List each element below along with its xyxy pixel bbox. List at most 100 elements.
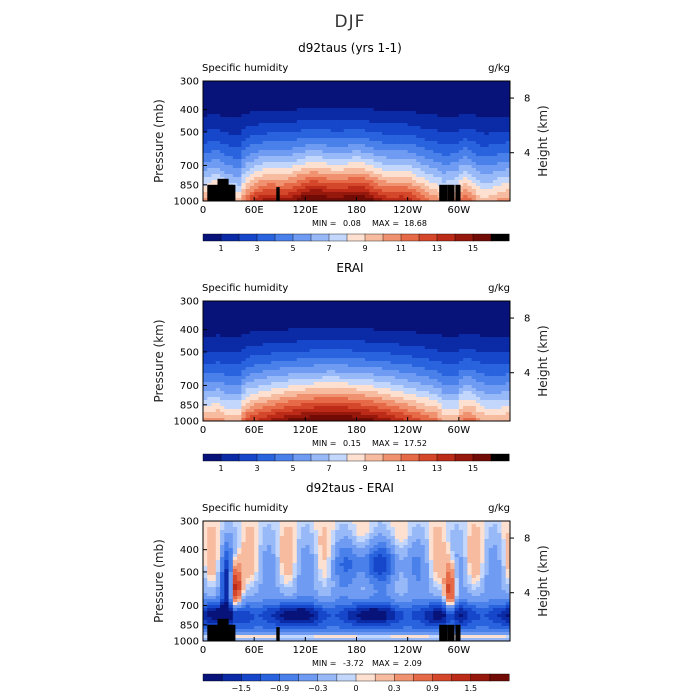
field-cell (433, 162, 438, 166)
field-cell (301, 84, 306, 88)
field-cell (463, 156, 468, 160)
field-cell (360, 168, 366, 172)
field-cell (271, 120, 276, 124)
field-cell (467, 162, 473, 166)
field-cell (322, 177, 328, 181)
field-cell (330, 325, 336, 329)
field-cell (292, 334, 298, 338)
field-cell (211, 376, 217, 380)
field-cell (228, 108, 234, 112)
field-cell (365, 126, 370, 130)
field-cell (313, 144, 319, 148)
field-cell (232, 126, 238, 130)
field-cell (339, 90, 345, 94)
field-cell (463, 129, 468, 133)
field-cell (352, 138, 357, 142)
field-cell (292, 126, 298, 130)
field-cell (463, 379, 468, 383)
field-cell (211, 346, 217, 350)
field-cell (301, 355, 306, 359)
field-cell (450, 325, 455, 329)
field-cell (377, 108, 383, 112)
field-cell (305, 183, 310, 187)
field-cell (390, 337, 396, 341)
field-cell (318, 304, 323, 308)
field-cell (428, 310, 434, 314)
field-cell (245, 135, 251, 139)
field-cell (390, 307, 396, 311)
field-cell (416, 129, 421, 133)
field-cell (347, 159, 353, 163)
field-cell (369, 135, 374, 139)
field-cell (475, 349, 481, 353)
field-cell (458, 165, 464, 169)
field-cell (416, 93, 421, 97)
field-cell (475, 156, 481, 160)
field-cell (497, 81, 502, 85)
field-cell (411, 120, 417, 124)
field-cell (215, 174, 221, 178)
field-cell (471, 343, 477, 347)
field-cell (228, 174, 234, 178)
field-cell (433, 343, 438, 347)
field-cell (237, 361, 242, 365)
field-cell (326, 325, 332, 329)
field-cell (416, 90, 421, 94)
field-cell (211, 165, 217, 169)
field-cell (360, 183, 366, 187)
field-cell (446, 310, 451, 314)
field-cell (467, 322, 473, 326)
field-cell (497, 355, 502, 359)
field-cell (411, 84, 417, 88)
field-cell (275, 174, 281, 178)
field-cell (411, 156, 417, 160)
field-cell (454, 331, 460, 335)
field-cell (365, 174, 370, 178)
field-cell (369, 126, 374, 130)
field-cell (275, 138, 281, 142)
field-cell (420, 325, 426, 329)
field-cell (505, 373, 511, 377)
field-cell (428, 358, 434, 362)
field-cell (296, 304, 302, 308)
field-cell (245, 81, 251, 85)
y-tick-label: 850 (180, 180, 199, 191)
field-cell (480, 144, 485, 148)
field-cell (386, 141, 392, 145)
field-cell (446, 90, 451, 94)
field-cell (249, 313, 255, 317)
field-cell (305, 126, 310, 130)
field-cell (215, 141, 221, 145)
field-cell (428, 346, 434, 350)
field-cell (284, 123, 289, 127)
field-cell (207, 102, 212, 106)
field-cell (309, 301, 315, 305)
field-cell (330, 186, 336, 190)
field-cell (382, 180, 387, 184)
field-cell (446, 343, 451, 347)
field-cell (467, 96, 473, 100)
field-cell (356, 126, 362, 130)
field-cell (356, 343, 362, 347)
field-cell (428, 376, 434, 380)
field-cell (309, 373, 315, 377)
field-cell (275, 117, 281, 121)
field-cell (399, 102, 404, 106)
field-cell (249, 367, 255, 371)
field-cell (433, 102, 438, 106)
field-cell (484, 376, 490, 380)
field-cell (203, 168, 208, 172)
field-cell (467, 352, 473, 356)
field-cell (420, 153, 426, 157)
field-cell (241, 156, 247, 160)
figure-title: DJF (335, 12, 366, 32)
field-cell (454, 376, 460, 380)
field-cell (249, 171, 255, 175)
field-cell (373, 319, 379, 323)
field-cell (411, 105, 417, 109)
field-cell (335, 316, 340, 320)
field-cell (428, 319, 434, 323)
field-cell (382, 162, 387, 166)
field-cell (258, 174, 264, 178)
y-tick-label: 300 (180, 77, 199, 88)
